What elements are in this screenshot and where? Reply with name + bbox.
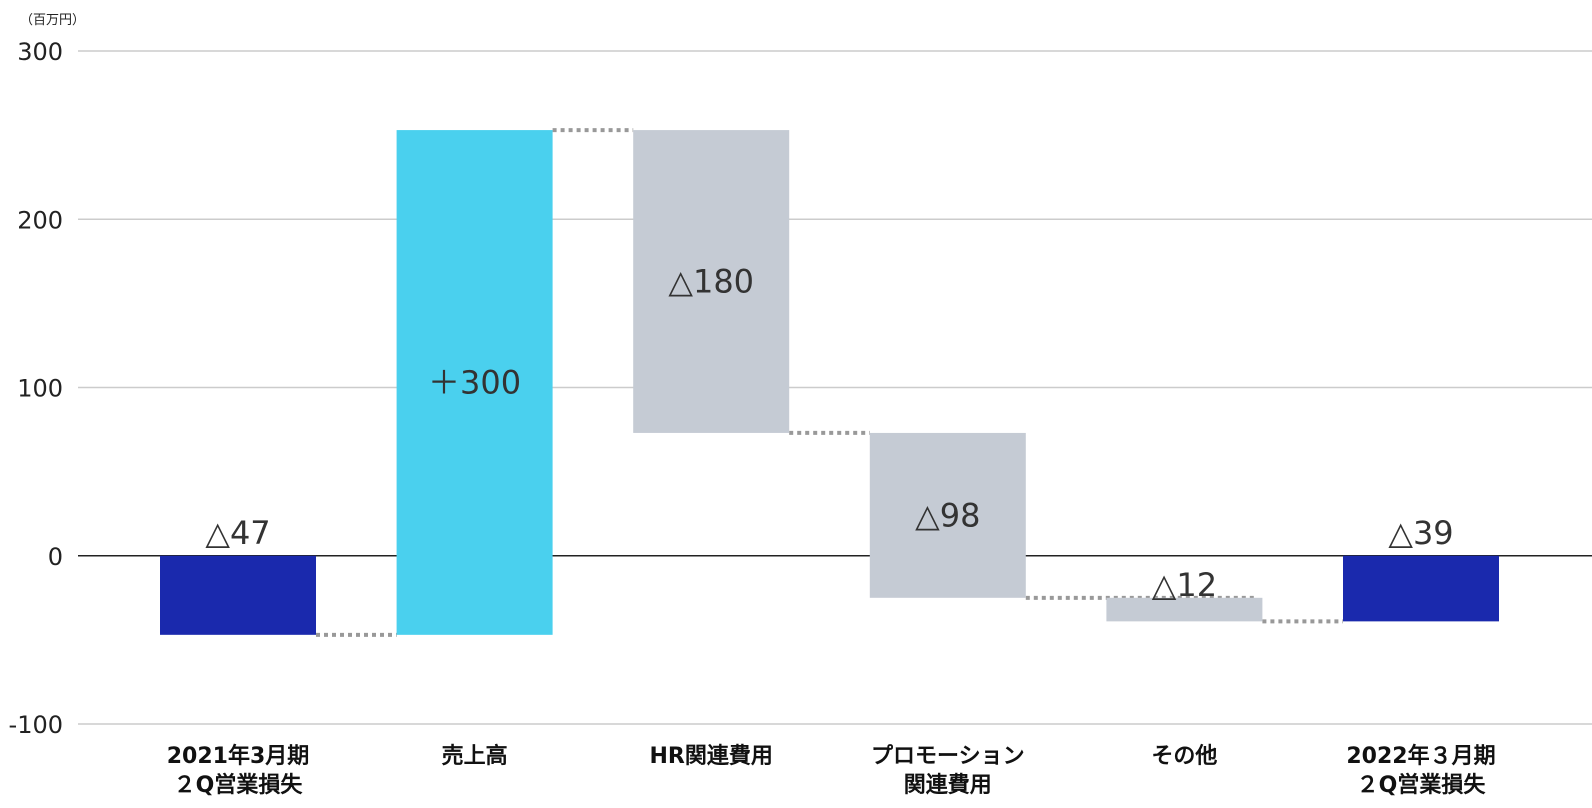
x-category-label: 2022年３月期２Q営業損失 — [1346, 743, 1495, 798]
y-tick-label: -100 — [9, 711, 63, 739]
data-label: △39 — [1388, 514, 1453, 552]
bars — [160, 130, 1499, 635]
bar-increase — [396, 130, 553, 635]
data-label: △180 — [668, 263, 754, 301]
bar-decrease — [869, 432, 1026, 598]
y-tick-label: 100 — [17, 375, 63, 403]
x-category-label: HR関連費用 — [650, 744, 773, 769]
x-category-label: プロモーション関連費用 — [871, 744, 1025, 798]
y-tick-label: 300 — [17, 38, 63, 66]
data-labels: △47 ＋300 △180 △98 △12 △39 — [205, 263, 1453, 604]
x-category-label: 2021年3月期２Q営業損失 — [167, 743, 310, 798]
bar-total — [160, 555, 316, 635]
x-category-label: その他 — [1151, 744, 1217, 769]
bar-decrease — [633, 130, 790, 433]
x-axis-labels: 2021年3月期２Q営業損失 売上高 HR関連費用 プロモーション関連費用 その他 202… — [167, 743, 1496, 798]
gridlines: 300 200 100 0 -100 — [9, 38, 1592, 739]
data-label: △47 — [205, 514, 270, 552]
data-label: △98 — [915, 496, 980, 534]
x-category-label: 売上高 — [442, 743, 508, 769]
y-tick-label: 200 — [17, 206, 63, 234]
data-label: ＋300 — [428, 363, 521, 401]
unit-label: （百万円） — [20, 13, 85, 28]
data-label: △12 — [1152, 566, 1217, 604]
bar-decrease — [1106, 597, 1263, 622]
y-tick-label: 0 — [48, 543, 63, 571]
bar-total — [1343, 555, 1499, 622]
